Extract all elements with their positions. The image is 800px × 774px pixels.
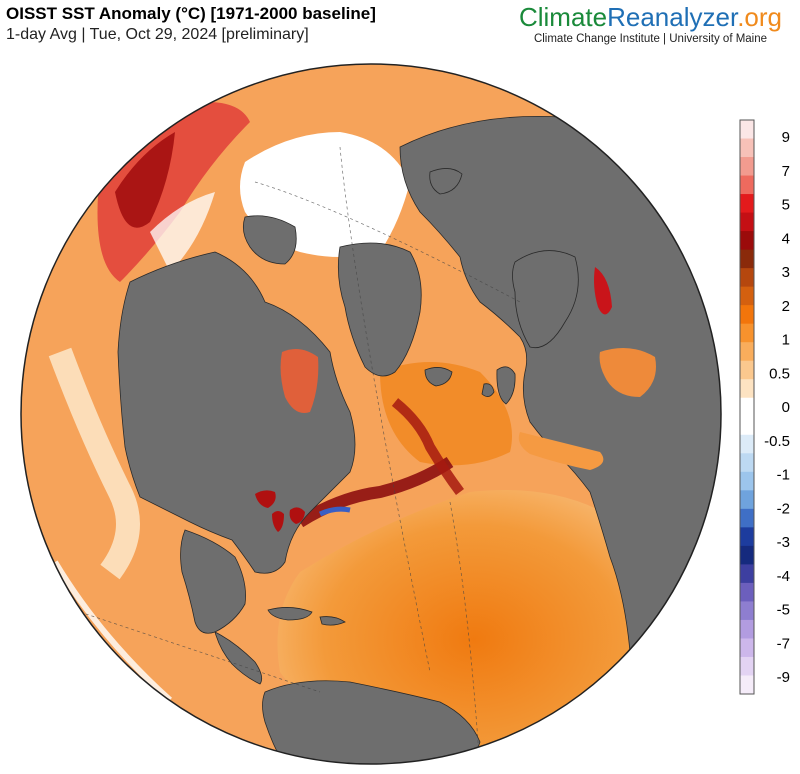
legend-swatch — [740, 249, 754, 269]
legend-tick-label: -3 — [777, 534, 790, 551]
gulf-stream-cool-eddy — [318, 506, 351, 517]
lake-huron — [289, 507, 305, 524]
legend-tick-labels: 9 7 5 4 3 2 1 0.5 0 -0.5 -1 -2 -3 -4 -5 -7 -9 — [764, 129, 790, 686]
legend-swatch — [740, 120, 754, 140]
iceland — [424, 367, 453, 387]
greenland — [337, 242, 422, 377]
legend-tick-label: 3 — [782, 264, 790, 281]
legend-swatch — [740, 305, 754, 325]
legend-swatch — [740, 231, 754, 251]
brand-tagline: Climate Change Institute | University of… — [533, 33, 768, 45]
legend-tick-label: -7 — [777, 635, 790, 652]
cuba — [267, 607, 313, 621]
caspian-warm-zone — [594, 267, 612, 315]
legend-tick-label: 2 — [782, 298, 790, 315]
legend-tick-label: 7 — [782, 163, 790, 180]
lake-superior — [255, 490, 276, 508]
legend-swatch — [740, 286, 754, 306]
legend-swatch — [740, 138, 754, 158]
svalbard — [429, 168, 463, 195]
legend-tick-label: -0.5 — [764, 433, 790, 450]
legend-tick-label: 1 — [782, 332, 790, 349]
legend-tick-label: 5 — [782, 197, 790, 214]
legend-swatch — [740, 545, 754, 565]
graticule-line-1 — [254, 181, 521, 303]
canadian-arctic-islands — [242, 215, 297, 265]
hudson-bay — [280, 348, 319, 413]
legend-swatch — [740, 453, 754, 473]
legend-swatch — [740, 619, 754, 639]
brand-part-reanalyzer: Reanalyzer — [607, 2, 738, 32]
legend-swatch — [740, 194, 754, 214]
legend-swatch — [740, 675, 754, 695]
legend-tick-label: -4 — [777, 568, 790, 585]
brand-logo[interactable]: ClimateReanalyzer.org Climate Change Ins… — [519, 2, 782, 45]
ireland — [481, 383, 495, 397]
labrador-sea-hot-band — [391, 398, 465, 495]
graticule-line-3 — [79, 611, 321, 693]
color-legend: 9 7 5 4 3 2 1 0.5 0 -0.5 -1 -2 -3 -4 -5 -7 -9 — [739, 119, 790, 695]
legend-swatch — [740, 379, 754, 399]
pacific-neutral-zone — [48, 347, 140, 580]
great-lakes — [255, 490, 305, 532]
legend-swatch — [740, 157, 754, 177]
south-america — [262, 680, 481, 764]
legend-swatch — [740, 416, 754, 436]
mediterranean-warm-zone — [518, 432, 604, 470]
legend-swatch — [740, 175, 754, 195]
lake-michigan — [272, 511, 284, 532]
legend-tick-label: -2 — [777, 500, 790, 517]
legend-swatch — [740, 268, 754, 288]
brand-name: ClimateReanalyzer.org — [519, 2, 782, 33]
legend-frame — [739, 119, 755, 695]
legend-tick-label: 0.5 — [769, 365, 790, 382]
legend-swatch — [740, 564, 754, 584]
nw-pacific-extreme-zone — [115, 132, 175, 228]
legend-swatch — [740, 638, 754, 658]
legend-swatch — [740, 342, 754, 362]
brand-part-org: .org — [737, 2, 782, 32]
legend-swatch — [740, 360, 754, 380]
legend-swatch — [740, 656, 754, 676]
sst-anomaly-globe — [20, 63, 722, 765]
legend-color-bar — [740, 120, 754, 695]
hispaniola — [319, 616, 346, 626]
north-america — [117, 251, 356, 574]
legend-swatch — [740, 397, 754, 417]
brand-part-climate: Climate — [518, 2, 608, 32]
legend-swatch — [740, 471, 754, 491]
legend-tick-label: -1 — [777, 467, 790, 484]
map-title: OISST SST Anomaly (°C) [1971-2000 baseli… — [6, 4, 376, 23]
pacific-neutral-band — [52, 560, 173, 703]
gulf-stream-hot-band — [296, 456, 454, 528]
black-sea-warm-zone — [599, 348, 656, 397]
legend-swatch — [740, 212, 754, 232]
legend-swatch — [740, 527, 754, 547]
legend-swatch — [740, 434, 754, 454]
british-isles — [496, 366, 516, 405]
legend-tick-label: 9 — [782, 129, 790, 146]
legend-swatch — [740, 323, 754, 343]
bering-neutral-zone — [150, 192, 215, 272]
legend-swatch — [740, 601, 754, 621]
graticule — [79, 146, 521, 764]
scandinavia — [512, 250, 579, 349]
central-america — [214, 631, 263, 685]
legend-tick-label: 0 — [782, 399, 790, 416]
north-atlantic-warm-zone — [380, 362, 512, 466]
globe-outline — [20, 63, 722, 765]
legend-swatch — [740, 508, 754, 528]
legend-tick-label: 4 — [782, 230, 790, 247]
legend-tick-label: -9 — [777, 669, 790, 686]
graticule-line-2 — [339, 146, 431, 673]
map-subtitle: 1-day Avg | Tue, Oct 29, 2024 [prelimina… — [6, 26, 309, 43]
legend-tick-label: -5 — [777, 602, 790, 619]
legend-swatch — [740, 490, 754, 510]
globe-disc — [21, 64, 721, 764]
legend-swatch — [740, 582, 754, 602]
